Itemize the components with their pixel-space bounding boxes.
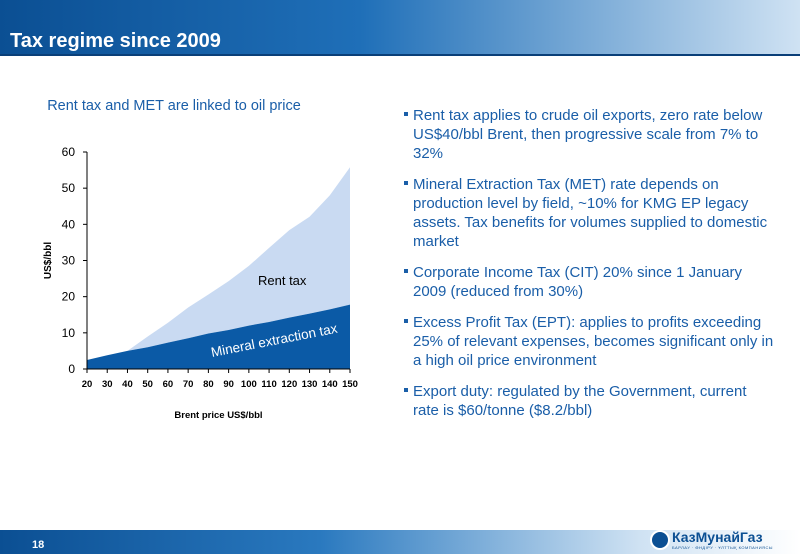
bullet-item: Excess Profit Tax (EPT): applies to prof… xyxy=(404,313,776,370)
bullet-item: Export duty: regulated by the Government… xyxy=(404,382,776,420)
x-tick-label: 30 xyxy=(102,379,113,390)
rent-tax-label: Rent tax xyxy=(258,273,307,288)
bullet-text: Mineral Extraction Tax (MET) rate depend… xyxy=(413,176,768,250)
x-tick-label: 130 xyxy=(302,379,318,390)
x-tick-label: 120 xyxy=(281,379,297,390)
bullet-text: Excess Profit Tax (EPT): applies to prof… xyxy=(413,314,774,369)
x-tick-label: 60 xyxy=(163,379,174,390)
x-tick-label: 70 xyxy=(183,379,194,390)
y-axis-label: US$/bbl xyxy=(43,242,54,279)
y-tick-label: 20 xyxy=(62,290,76,304)
bullet-square-icon xyxy=(404,112,408,116)
x-tick-label: 110 xyxy=(261,379,276,390)
bullet-item: Rent tax applies to crude oil exports, z… xyxy=(404,106,776,163)
x-tick-label: 50 xyxy=(142,379,153,390)
x-tick-label: 150 xyxy=(342,379,358,390)
x-tick-label: 140 xyxy=(322,379,338,390)
page-number: 18 xyxy=(32,539,45,551)
bullet-square-icon xyxy=(404,388,408,392)
logo-emblem-icon xyxy=(650,530,670,550)
bullet-text: Corporate Income Tax (CIT) 20% since 1 J… xyxy=(413,264,743,300)
y-tick-label: 50 xyxy=(62,181,76,195)
slide-title: Tax regime since 2009 xyxy=(10,30,221,52)
logo-text: КазМунайГаз xyxy=(672,529,763,545)
chart-title: Rent tax and MET are linked to oil price xyxy=(47,98,301,114)
company-logo: КазМунайГаз БАРЛАУ · ӨНДІРУ · ҰЛТТЫҚ КОМ… xyxy=(650,528,795,552)
y-tick-label: 60 xyxy=(62,145,76,159)
x-tick-label: 100 xyxy=(241,379,257,390)
y-tick-label: 30 xyxy=(62,254,76,268)
y-tick-label: 0 xyxy=(68,362,75,376)
bullet-square-icon xyxy=(404,269,408,273)
bullet-item: Mineral Extraction Tax (MET) rate depend… xyxy=(404,175,776,251)
logo-subtext: БАРЛАУ · ӨНДІРУ · ҰЛТТЫҚ КОМПАНИЯСЫ xyxy=(672,545,773,550)
bullet-square-icon xyxy=(404,319,408,323)
bullet-square-icon xyxy=(404,181,408,185)
bullet-text: Rent tax applies to crude oil exports, z… xyxy=(413,107,763,162)
bullet-item: Corporate Income Tax (CIT) 20% since 1 J… xyxy=(404,263,776,301)
bullet-text: Export duty: regulated by the Government… xyxy=(413,383,747,419)
x-tick-label: 90 xyxy=(223,379,234,390)
rent-tax-area xyxy=(87,167,350,360)
bullet-list: Rent tax applies to crude oil exports, z… xyxy=(404,106,776,432)
title-bar xyxy=(0,0,800,56)
x-tick-label: 40 xyxy=(122,379,133,390)
y-tick-label: 10 xyxy=(62,326,76,340)
x-tick-label: 20 xyxy=(82,379,93,390)
x-tick-label: 80 xyxy=(203,379,214,390)
x-axis-label: Brent price US$/bbl xyxy=(174,410,262,421)
y-tick-label: 40 xyxy=(62,217,76,231)
mineral-extraction-tax-area xyxy=(87,304,350,369)
